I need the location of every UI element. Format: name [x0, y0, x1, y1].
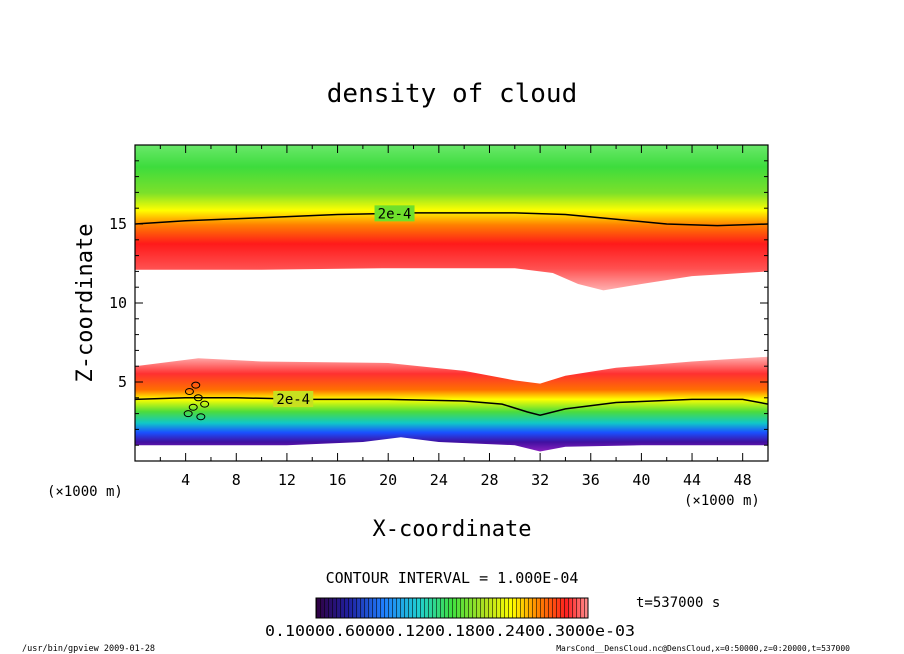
x-tick-label: 20	[379, 471, 397, 489]
contour-label: 2e-4	[276, 392, 310, 408]
x-axis-label: X-coordinate	[373, 517, 532, 542]
x-tick-label: 40	[632, 471, 650, 489]
contour-blob	[191, 381, 201, 389]
x-unit-right: (×1000 m)	[684, 493, 760, 509]
contour-labels: 2e-4 2e-4	[273, 205, 415, 408]
contour-label: 2e-4	[378, 206, 412, 222]
colorbar-labels: 0.10000.60000.1200.1800.2400.3000e-03	[265, 622, 635, 640]
x-tick-label: 28	[480, 471, 498, 489]
colorbar-ticks	[316, 598, 588, 618]
footer-left: /usr/bin/gpview 2009-01-28	[22, 644, 155, 654]
x-tick-label: 32	[531, 471, 549, 489]
contour-blob	[188, 403, 198, 411]
contour-blob	[196, 413, 206, 421]
contour-blob	[183, 410, 193, 418]
y-tick-label: 10	[109, 294, 127, 312]
lower-cloud-layer	[135, 356, 768, 452]
x-tick-label: 36	[582, 471, 600, 489]
time-label: t=537000 s	[636, 595, 720, 611]
x-tick-label: 24	[430, 471, 448, 489]
contour-blob	[184, 387, 194, 395]
lower-contour-line	[135, 397, 768, 416]
contour-label-bg	[273, 390, 314, 407]
contour-label-bg	[374, 205, 415, 222]
upper-contour-line	[135, 212, 768, 227]
x-tick-label: 44	[683, 471, 701, 489]
upper-cloud-layer	[135, 145, 768, 291]
y-axis-ticks: 5 10 15	[109, 160, 768, 446]
x-tick-label: 12	[278, 471, 296, 489]
cloud-density-field	[135, 145, 768, 452]
footer-right: MarsCond__DensCloud.nc@DensCloud,x=0:500…	[556, 644, 850, 653]
x-tick-label: 4	[181, 471, 190, 489]
colorbar-frame	[315, 597, 589, 619]
x-unit-left: (×1000 m)	[47, 484, 123, 500]
y-tick-label: 5	[118, 373, 127, 391]
x-tick-label: 48	[734, 471, 752, 489]
contour-blob	[193, 394, 203, 402]
x-axis-ticks: 4 8 12 16 20 24 28 32 36 40 44 48	[159, 145, 752, 489]
x-tick-label: 16	[329, 471, 347, 489]
chart-title: density of cloud	[327, 79, 577, 109]
y-axis-label: Z-coordinate	[73, 224, 98, 383]
contour-interval-text: CONTOUR INTERVAL = 1.000E-04	[326, 569, 579, 587]
x-tick-label: 8	[232, 471, 241, 489]
y-tick-label: 15	[109, 215, 127, 233]
contour-cluster	[183, 381, 210, 421]
contour-blob	[200, 400, 210, 408]
